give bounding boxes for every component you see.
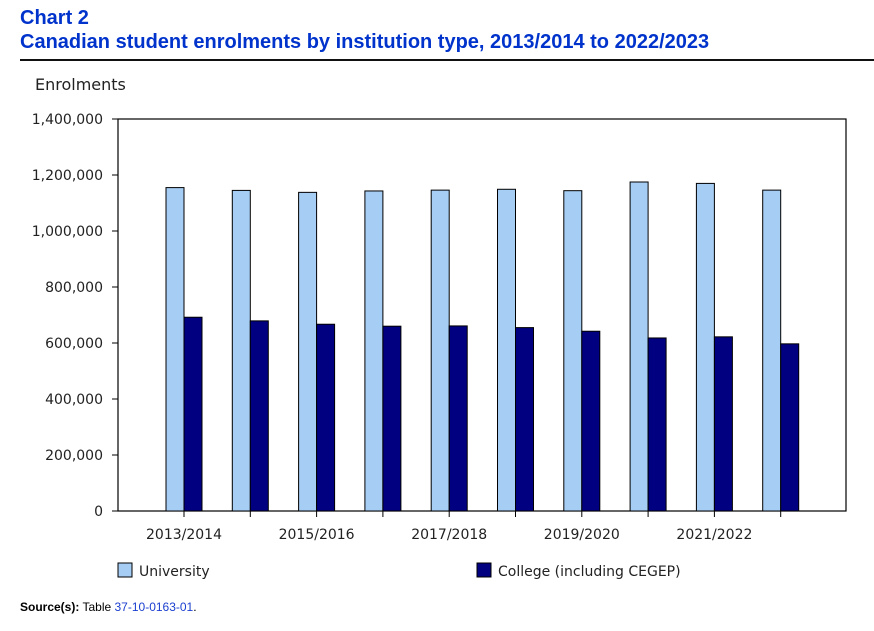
university-bar xyxy=(563,190,583,512)
university-bar xyxy=(298,191,318,512)
legend-label: College (including CEGEP) xyxy=(498,564,681,580)
university-bar xyxy=(762,189,782,512)
x-tick-label: 2021/2022 xyxy=(676,527,752,543)
source-text: Table xyxy=(82,600,115,614)
plot-frame xyxy=(117,118,847,512)
college-bar xyxy=(713,336,733,512)
legend-swatch xyxy=(117,562,133,578)
x-tick-label: 2019/2020 xyxy=(544,527,620,543)
college-bar xyxy=(780,343,800,512)
y-tick-label: 800,000 xyxy=(45,280,103,296)
title-rule xyxy=(20,59,874,61)
college-bar xyxy=(515,327,534,512)
source-end: . xyxy=(193,600,197,614)
y-tick-label: 1,400,000 xyxy=(32,112,103,128)
college-bar xyxy=(249,320,269,512)
source-link[interactable]: 37-10-0163-01 xyxy=(114,600,194,614)
university-bar xyxy=(695,182,715,512)
y-tick-label: 200,000 xyxy=(45,448,103,464)
source-note: Source(s): Table 37-10-0163-01. xyxy=(20,600,197,614)
y-tick-label: 400,000 xyxy=(45,392,103,408)
x-tick-label: 2015/2016 xyxy=(279,527,355,543)
y-tick-label: 0 xyxy=(94,504,103,520)
legend-swatch xyxy=(476,562,492,578)
chart-title: Canadian student enrolments by instituti… xyxy=(20,31,710,53)
university-bar xyxy=(231,189,251,512)
college-bar xyxy=(382,325,402,512)
university-bar xyxy=(430,189,450,512)
college-bar xyxy=(183,316,203,512)
y-tick-label: 600,000 xyxy=(45,336,103,352)
bar-chart: Enrolments 0 200,000 400,000 600,000 800,000 1… xyxy=(32,75,847,580)
x-tick-label: 2017/2018 xyxy=(411,527,487,543)
chart-header: Chart 2 Canadian student enrolments by i… xyxy=(20,6,874,54)
university-bar xyxy=(165,187,185,512)
chart-number: Chart 2 xyxy=(20,7,89,29)
source-label: Source(s): xyxy=(20,600,80,614)
x-tick-label: 2013/2014 xyxy=(146,527,222,543)
college-bar xyxy=(316,323,336,512)
legend-label: University xyxy=(139,564,210,580)
y-axis-label: Enrolments xyxy=(35,75,126,94)
college-bar xyxy=(647,337,667,512)
college-bar xyxy=(448,325,468,512)
university-bar xyxy=(629,181,649,512)
college-bar xyxy=(581,330,601,512)
university-bar xyxy=(364,190,384,512)
y-tick-label: 1,000,000 xyxy=(32,224,103,240)
y-tick-label: 1,200,000 xyxy=(32,168,103,184)
university-bar xyxy=(497,188,516,512)
